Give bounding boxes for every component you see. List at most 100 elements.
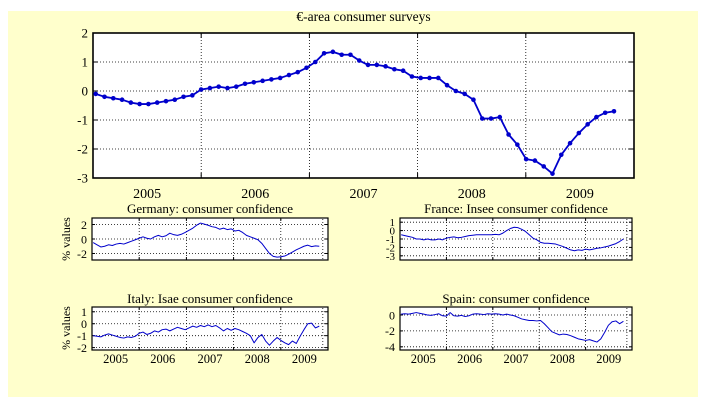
data-point-marker <box>488 116 494 121</box>
y-tick-label: 0 <box>390 226 396 238</box>
data-point-marker <box>216 84 221 89</box>
chart-title-france: France: Insee consumer confidence <box>424 201 608 216</box>
y-tick-label: 2 <box>82 26 89 41</box>
y-tick-label: 1 <box>390 217 396 229</box>
data-point-marker <box>110 95 116 101</box>
y-tick-label: -4 <box>385 340 395 354</box>
data-point-marker <box>93 91 99 97</box>
data-point-marker <box>602 110 608 116</box>
y-tick-label: 1 <box>81 305 87 319</box>
data-point-marker <box>190 93 195 98</box>
france-consumer-confidence-chart: 10-1-2-3 <box>386 217 633 263</box>
y-tick-label: -2 <box>77 247 87 261</box>
data-point-marker <box>321 51 327 56</box>
data-point-marker <box>260 78 265 84</box>
chart-title-euro-area: €-area consumer surveys <box>296 9 431 24</box>
data-point-marker <box>392 66 397 72</box>
x-tick-label: 2009 <box>566 187 594 202</box>
data-point-marker <box>365 62 371 68</box>
data-point-marker <box>515 142 520 147</box>
data-point-marker <box>435 75 441 81</box>
data-point-marker <box>558 152 564 158</box>
x-tick-label: 2005 <box>103 352 128 366</box>
data-point-marker <box>304 65 309 71</box>
x-tick-label: 2006 <box>150 352 175 366</box>
x-tick-label: 2007 <box>350 187 378 202</box>
data-point-marker <box>497 114 503 120</box>
data-point-marker <box>567 140 573 146</box>
spain-line-series <box>401 312 624 343</box>
axis-box <box>91 306 329 351</box>
data-point-marker <box>102 94 107 100</box>
data-point-marker <box>506 132 511 137</box>
italy-line-series <box>93 322 320 346</box>
spain-consumer-confidence-chart: 0 -2 -4 2005 2006 2007 2008 2009 <box>385 306 633 366</box>
data-point-marker <box>444 82 450 88</box>
x-tick-label: 2008 <box>458 187 486 202</box>
france-line-series <box>401 226 624 252</box>
data-point-marker <box>576 130 582 136</box>
data-point-marker <box>128 100 134 105</box>
y-tick-label: 0 <box>81 317 87 331</box>
y-tick-label: 0 <box>389 308 395 322</box>
germany-consumer-confidence-chart: 20-2 <box>77 217 329 261</box>
x-tick-label: 2009 <box>596 352 621 366</box>
y-tick-label: -3 <box>386 251 396 263</box>
y-tick-label: 1 <box>82 55 89 70</box>
data-point-marker <box>453 88 459 94</box>
data-point-marker <box>277 75 283 81</box>
data-point-marker <box>523 156 529 162</box>
data-point-marker <box>462 91 467 97</box>
x-tick-label: 2007 <box>198 352 223 366</box>
y-tick-label: -1 <box>77 329 87 343</box>
data-point-marker <box>471 97 476 102</box>
data-point-marker <box>172 97 178 102</box>
x-tick-label: 2006 <box>241 187 269 202</box>
y-tick-label: -2 <box>77 142 88 157</box>
data-point-marker <box>479 116 485 121</box>
data-point-marker <box>198 87 204 92</box>
data-point-marker <box>330 49 336 55</box>
y-tick-label: -2 <box>385 324 395 338</box>
x-tick-label: 2008 <box>550 352 575 366</box>
x-tick-label: 2005 <box>411 352 436 366</box>
data-point-marker <box>594 114 599 120</box>
data-point-marker <box>154 100 160 105</box>
data-point-marker <box>313 59 318 65</box>
italy-consumer-confidence-chart: 10-1-2 2005 2006 2007 2008 2009 <box>77 305 329 366</box>
y-tick-label: -2 <box>386 242 395 254</box>
data-point-marker <box>356 58 362 63</box>
data-point-marker <box>181 94 186 100</box>
chart-title-italy: Italy: Isae consumer confidence <box>127 291 293 306</box>
y-tick-label: -1 <box>77 113 88 128</box>
data-point-marker <box>295 69 301 75</box>
data-point-marker <box>286 72 292 78</box>
y-tick-label: -3 <box>77 171 88 186</box>
data-point-marker <box>383 64 388 69</box>
plot-background <box>93 33 634 178</box>
y-tick-label: 2 <box>81 218 87 232</box>
y-tick-label: -2 <box>77 341 87 355</box>
y-tick-label: 0 <box>81 232 87 246</box>
data-point-marker <box>532 158 538 163</box>
y-tick-label: -1 <box>386 234 395 246</box>
data-point-marker <box>339 52 344 58</box>
plot-background <box>92 307 328 350</box>
data-point-marker <box>242 81 248 87</box>
data-point-marker <box>348 52 353 58</box>
x-tick-label: 2005 <box>133 187 161 202</box>
data-point-marker <box>251 80 257 85</box>
x-tick-label: 2007 <box>504 352 529 366</box>
data-point-marker <box>137 101 142 107</box>
data-point-marker <box>541 164 547 169</box>
data-point-marker <box>207 85 213 91</box>
data-point-marker <box>400 68 406 73</box>
y-tick-label: 0 <box>82 84 89 99</box>
chart-title-spain: Spain: consumer confidence <box>442 291 590 306</box>
x-tick-label: 2009 <box>292 352 317 366</box>
data-point-marker <box>418 75 424 81</box>
x-tick-label: 2006 <box>457 352 482 366</box>
plot-background <box>400 307 632 350</box>
axis-box <box>399 306 633 351</box>
